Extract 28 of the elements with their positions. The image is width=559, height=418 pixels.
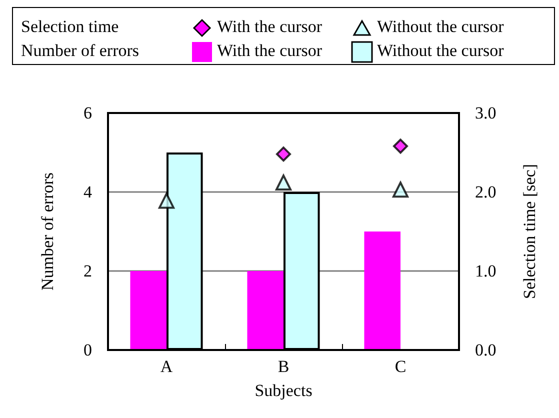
x-tick-label: C [394,357,406,376]
bar [247,271,284,350]
x-tick-label: A [160,357,174,376]
y2-axis-title: Selection time [sec] [520,164,539,300]
text: Selection time [21,16,119,38]
point [393,138,408,154]
y-tick-label: 0 [84,340,92,360]
y2-tick-label: 2.0 [475,182,496,202]
bar [364,232,400,350]
y-axis-title: Number of errors [38,172,57,291]
x-axis-title: Subjects [254,381,312,400]
legend-label: With the cursor [217,16,322,38]
point [276,174,292,191]
bar [130,271,166,350]
legend-label: Without the cursor [377,16,504,38]
point [276,146,291,162]
y2-tick-label: 0.0 [475,340,496,360]
y2-tick-label: 3.0 [475,104,496,122]
y-tick-label: 2 [84,262,92,280]
y-tick-label: 4 [84,182,92,202]
y2-tick-label: 1.0 [475,262,496,280]
legend-label: Without the cursor [377,40,504,62]
point [392,182,408,198]
x-tick-label: B [278,357,290,376]
point [158,192,174,209]
text: Number of errors [21,40,140,62]
y-tick-label: 6 [84,104,92,122]
legend-label: With the cursor [217,40,322,62]
